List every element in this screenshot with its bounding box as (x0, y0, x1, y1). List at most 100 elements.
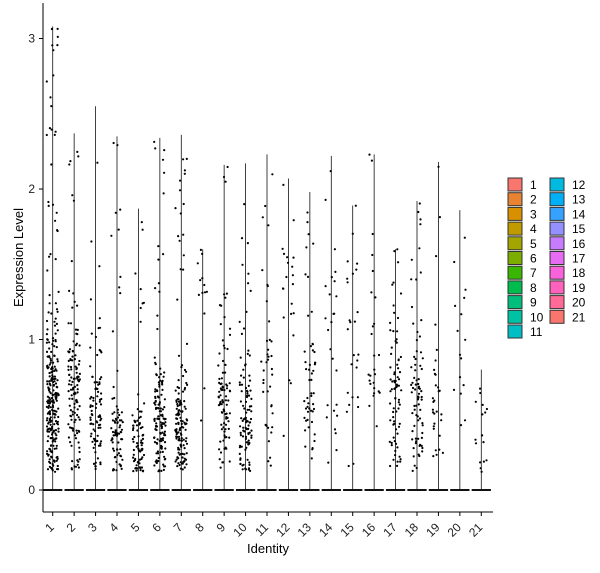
data-point-7 (179, 179, 182, 182)
x-tick-label-4: 4 (106, 520, 121, 535)
data-point-3 (95, 381, 98, 384)
data-point-2 (78, 405, 81, 408)
data-point-9 (217, 364, 220, 367)
data-point-3 (94, 387, 98, 391)
data-point-3 (96, 161, 99, 164)
data-point-4 (116, 408, 119, 411)
data-point-13 (306, 405, 309, 408)
data-point-1 (48, 402, 51, 405)
legend-swatch-1 (507, 177, 523, 192)
data-point-16 (373, 322, 376, 325)
data-point-5 (140, 444, 143, 447)
data-point-1 (55, 459, 58, 462)
data-point-2 (69, 160, 72, 163)
y-tick-label: 3 (28, 32, 35, 46)
data-point-5 (141, 228, 144, 231)
data-point-7 (185, 422, 188, 425)
data-point-8 (203, 387, 206, 390)
data-point-3 (99, 463, 102, 466)
data-point-18 (410, 278, 413, 281)
data-point-2 (71, 380, 74, 383)
legend-label-21: 21 (572, 310, 586, 324)
data-point-1 (46, 417, 49, 420)
data-point-2 (72, 292, 75, 295)
data-point-10 (241, 263, 244, 266)
data-point-1 (48, 375, 51, 378)
data-point-1 (51, 408, 54, 411)
data-point-3 (89, 365, 92, 368)
data-point-7 (183, 388, 186, 391)
data-point-5 (135, 424, 139, 427)
data-point-21 (485, 459, 488, 462)
data-point-16 (369, 374, 372, 377)
data-point-18 (417, 382, 420, 386)
data-point-1 (47, 422, 50, 425)
data-point-4 (120, 411, 123, 414)
data-point-15 (357, 353, 360, 356)
data-point-5 (134, 467, 137, 470)
data-point-2 (70, 383, 73, 386)
data-point-4 (119, 448, 122, 451)
data-point-6 (164, 447, 167, 450)
data-point-4 (115, 469, 118, 472)
data-point-11 (265, 424, 268, 427)
data-point-19 (434, 359, 437, 362)
data-point-2 (75, 398, 78, 402)
data-point-19 (433, 368, 436, 371)
data-point-17 (393, 381, 396, 384)
data-point-2 (73, 358, 76, 361)
data-point-6 (157, 470, 160, 473)
data-point-17 (393, 440, 396, 443)
data-point-4 (111, 330, 114, 333)
data-point-4 (118, 413, 121, 417)
data-point-15 (352, 462, 355, 465)
data-point-4 (110, 234, 113, 237)
data-point-5 (139, 415, 142, 418)
data-point-1 (51, 404, 55, 407)
data-point-1 (50, 444, 53, 447)
data-point-10 (244, 400, 248, 403)
legend-label-6: 6 (530, 252, 537, 266)
data-point-10 (246, 392, 249, 395)
data-point-7 (179, 212, 182, 215)
data-point-9 (223, 434, 226, 437)
data-point-6 (155, 461, 158, 465)
data-point-7 (175, 435, 179, 439)
data-point-16 (368, 404, 371, 407)
data-point-1 (46, 450, 49, 453)
data-point-17 (398, 403, 401, 406)
data-point-9 (226, 347, 229, 351)
legend-label-10: 10 (530, 310, 544, 324)
data-point-7 (181, 456, 184, 459)
data-point-9 (225, 403, 228, 406)
data-point-1 (55, 385, 58, 388)
data-point-19 (438, 389, 441, 392)
data-point-7 (176, 403, 179, 406)
data-point-3 (94, 335, 97, 339)
data-point-9 (220, 423, 223, 426)
data-point-7 (178, 437, 181, 441)
x-tick-label-19: 19 (423, 520, 443, 540)
data-point-1 (47, 388, 51, 392)
data-point-16 (370, 291, 373, 294)
data-point-7 (180, 364, 184, 367)
data-point-20 (459, 424, 463, 427)
data-point-2 (72, 377, 75, 380)
data-point-17 (393, 250, 396, 253)
data-point-5 (136, 408, 139, 411)
data-point-6 (156, 460, 160, 463)
x-tick-label-13: 13 (295, 520, 315, 540)
data-point-5 (140, 439, 143, 442)
data-point-3 (96, 353, 99, 357)
legend-swatch-15 (549, 221, 565, 236)
data-point-9 (221, 371, 224, 374)
data-point-20 (460, 313, 463, 316)
data-point-1 (53, 378, 56, 381)
data-point-14 (333, 280, 336, 283)
data-point-3 (99, 442, 102, 445)
data-point-3 (92, 399, 95, 402)
data-point-2 (67, 365, 70, 368)
x-tick-label-7: 7 (171, 520, 186, 535)
data-point-18 (420, 367, 423, 371)
data-point-1 (48, 294, 51, 297)
